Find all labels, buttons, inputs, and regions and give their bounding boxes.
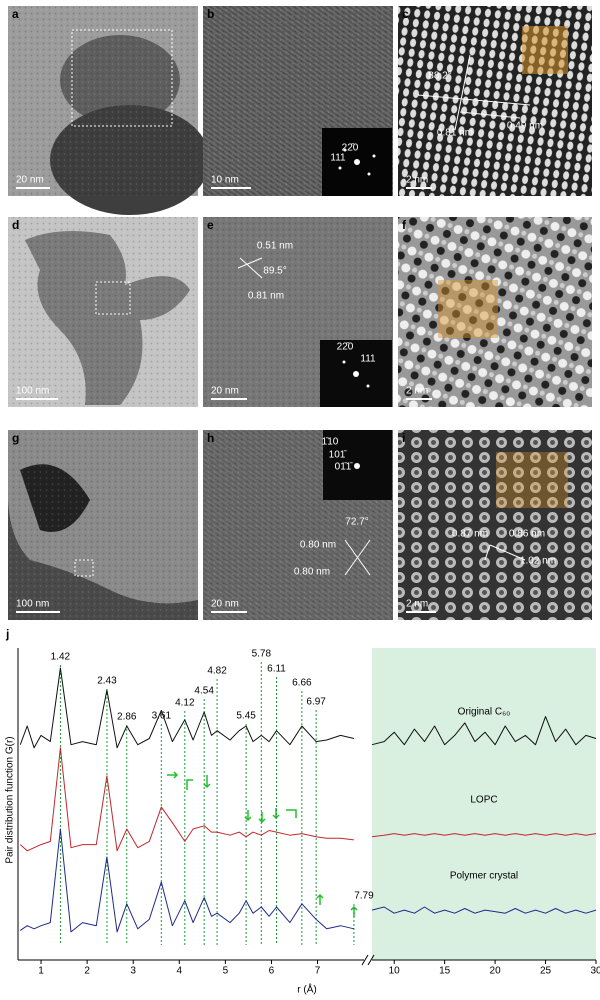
x-tick-label: 10 — [389, 966, 401, 977]
annotation: 1̄10 — [322, 437, 339, 448]
x-axis-label: r (Å) — [297, 983, 316, 996]
annotation: 72.7° — [345, 517, 368, 528]
x-tick-label: 30 — [590, 966, 600, 977]
series-line-right — [371, 906, 597, 914]
peak-label: 1.42 — [51, 652, 71, 663]
panel-label: g — [12, 431, 19, 445]
scale-bar-label: 10 nm — [211, 175, 239, 186]
annotation: 0.49 nm — [507, 121, 543, 132]
peak-label: 5.45 — [236, 711, 256, 722]
peak-label: 2.43 — [97, 676, 117, 687]
peak-label: 4.82 — [207, 666, 227, 677]
legend-label: LOPC — [470, 795, 497, 806]
annotation: 88.2° — [428, 71, 451, 82]
x-tick-label: 15 — [439, 966, 451, 977]
series-line-right — [371, 833, 597, 838]
series-line — [20, 828, 355, 933]
annotation: 111 — [330, 153, 346, 164]
peak-label: 5.78 — [252, 649, 272, 660]
panel-label: j — [5, 627, 9, 641]
annotation: 0.87 nm — [452, 529, 488, 540]
annotation: 1.02 nm — [520, 556, 556, 567]
scale-bar-label: 20 nm — [211, 599, 239, 610]
panel-label: b — [207, 7, 214, 21]
arrows — [167, 771, 358, 917]
panel-g-image — [8, 430, 198, 620]
series-line-right — [371, 716, 597, 746]
x-tick-label: 2 — [84, 966, 90, 977]
peak-label: 4.54 — [194, 686, 214, 697]
series-line — [19, 667, 355, 749]
panel-b-image — [203, 6, 393, 196]
panel-label: c — [402, 7, 409, 21]
x-tick-label: 7 — [315, 966, 321, 977]
annotation: 0.80 nm — [300, 540, 336, 551]
annotation: 89.5° — [263, 266, 286, 277]
annotation: 01̄1̄ — [335, 462, 354, 473]
scale-bar-label: 2 nm — [406, 175, 428, 186]
peak-label: 6.11 — [267, 664, 286, 675]
scale-bar-label: 2 nm — [406, 599, 428, 610]
panel-label: d — [12, 218, 19, 232]
peak-label: 2.86 — [117, 712, 137, 723]
annotation: 0.86 nm — [509, 529, 545, 540]
panel-label: e — [207, 218, 214, 232]
peak-label: 7.79 — [354, 891, 374, 902]
legend-label: Polymer crystal — [450, 871, 518, 882]
peak-label: 6.66 — [292, 678, 312, 689]
panel-d-image — [8, 217, 198, 407]
annotation: 0.51 nm — [257, 241, 293, 252]
scale-bar-label: 2 nm — [406, 386, 428, 397]
panel-label: f — [402, 218, 407, 232]
scale-bar-label: 100 nm — [16, 599, 49, 610]
annotation: 0.81 nm — [248, 291, 284, 302]
scale-bar-label: 100 nm — [16, 386, 49, 397]
panel-label: i — [402, 431, 405, 445]
peak-label: 6.97 — [306, 697, 326, 708]
x-tick-label: 1 — [38, 966, 44, 977]
panel-e-image — [203, 217, 393, 407]
panel-h-image — [203, 430, 393, 620]
peak-label: 3.61 — [152, 711, 172, 722]
annotation: 111 — [360, 354, 376, 365]
panel-label: a — [12, 7, 19, 21]
annotation: 22̄0 — [337, 342, 354, 353]
peak-label: 4.12 — [175, 698, 195, 709]
y-axis-label: Pair distribution function G(r) — [5, 736, 16, 863]
x-tick-label: 20 — [490, 966, 502, 977]
x-tick-label: 6 — [269, 966, 275, 977]
x-tick-label: 5 — [223, 966, 229, 977]
legend-label: Original C₆₀ — [458, 707, 511, 718]
axis-break — [361, 954, 369, 966]
x-tick-label: 25 — [540, 966, 552, 977]
series-line — [19, 747, 354, 852]
panel-label: h — [207, 431, 214, 445]
panel-a-image — [8, 6, 210, 215]
scale-bar-label: 20 nm — [16, 175, 44, 186]
annotation: 0.80 nm — [294, 567, 330, 578]
x-tick-label: 3 — [130, 966, 136, 977]
scale-bar-label: 20 nm — [211, 386, 239, 397]
annotation: 22̄0 — [342, 143, 359, 154]
panel-i-image — [398, 430, 592, 620]
panel-f-image — [398, 217, 592, 407]
annotation: 0.81 nm — [437, 128, 473, 139]
highlight-region — [372, 648, 596, 960]
panel-c-image — [398, 6, 592, 196]
axis-break — [367, 954, 375, 966]
annotation: 101̄ — [329, 450, 348, 461]
x-tick-label: 4 — [177, 966, 183, 977]
